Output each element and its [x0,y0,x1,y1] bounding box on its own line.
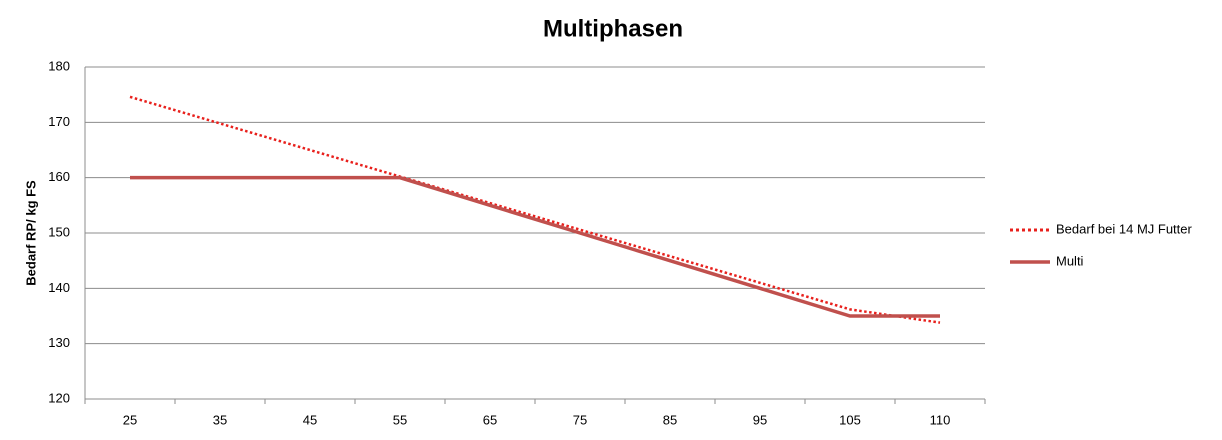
x-tick-label: 75 [573,412,587,427]
x-tick-label: 110 [930,412,951,427]
legend-label: Bedarf bei 14 MJ Futter [1056,221,1193,236]
y-tick-label: 180 [48,58,70,73]
y-tick-label: 130 [48,335,70,350]
y-tick-label: 150 [48,224,70,239]
x-tick-label: 65 [483,412,497,427]
x-tick-label: 55 [393,412,407,427]
y-tick-label: 140 [48,280,70,295]
x-tick-label: 35 [213,412,227,427]
y-tick-label: 120 [48,390,70,405]
x-tick-label: 85 [663,412,677,427]
chart-title: Multiphasen [543,15,683,42]
legend-label: Multi [1056,253,1084,268]
x-tick-label: 105 [839,412,861,427]
x-tick-label: 95 [753,412,767,427]
x-tick-label: 25 [123,412,137,427]
x-tick-label: 45 [303,412,317,427]
series-line [130,175,940,318]
series-line [129,95,941,324]
y-axis-label: Bedarf RP/ kg FS [23,180,38,286]
y-tick-label: 170 [48,114,70,129]
y-tick-label: 160 [48,169,70,184]
